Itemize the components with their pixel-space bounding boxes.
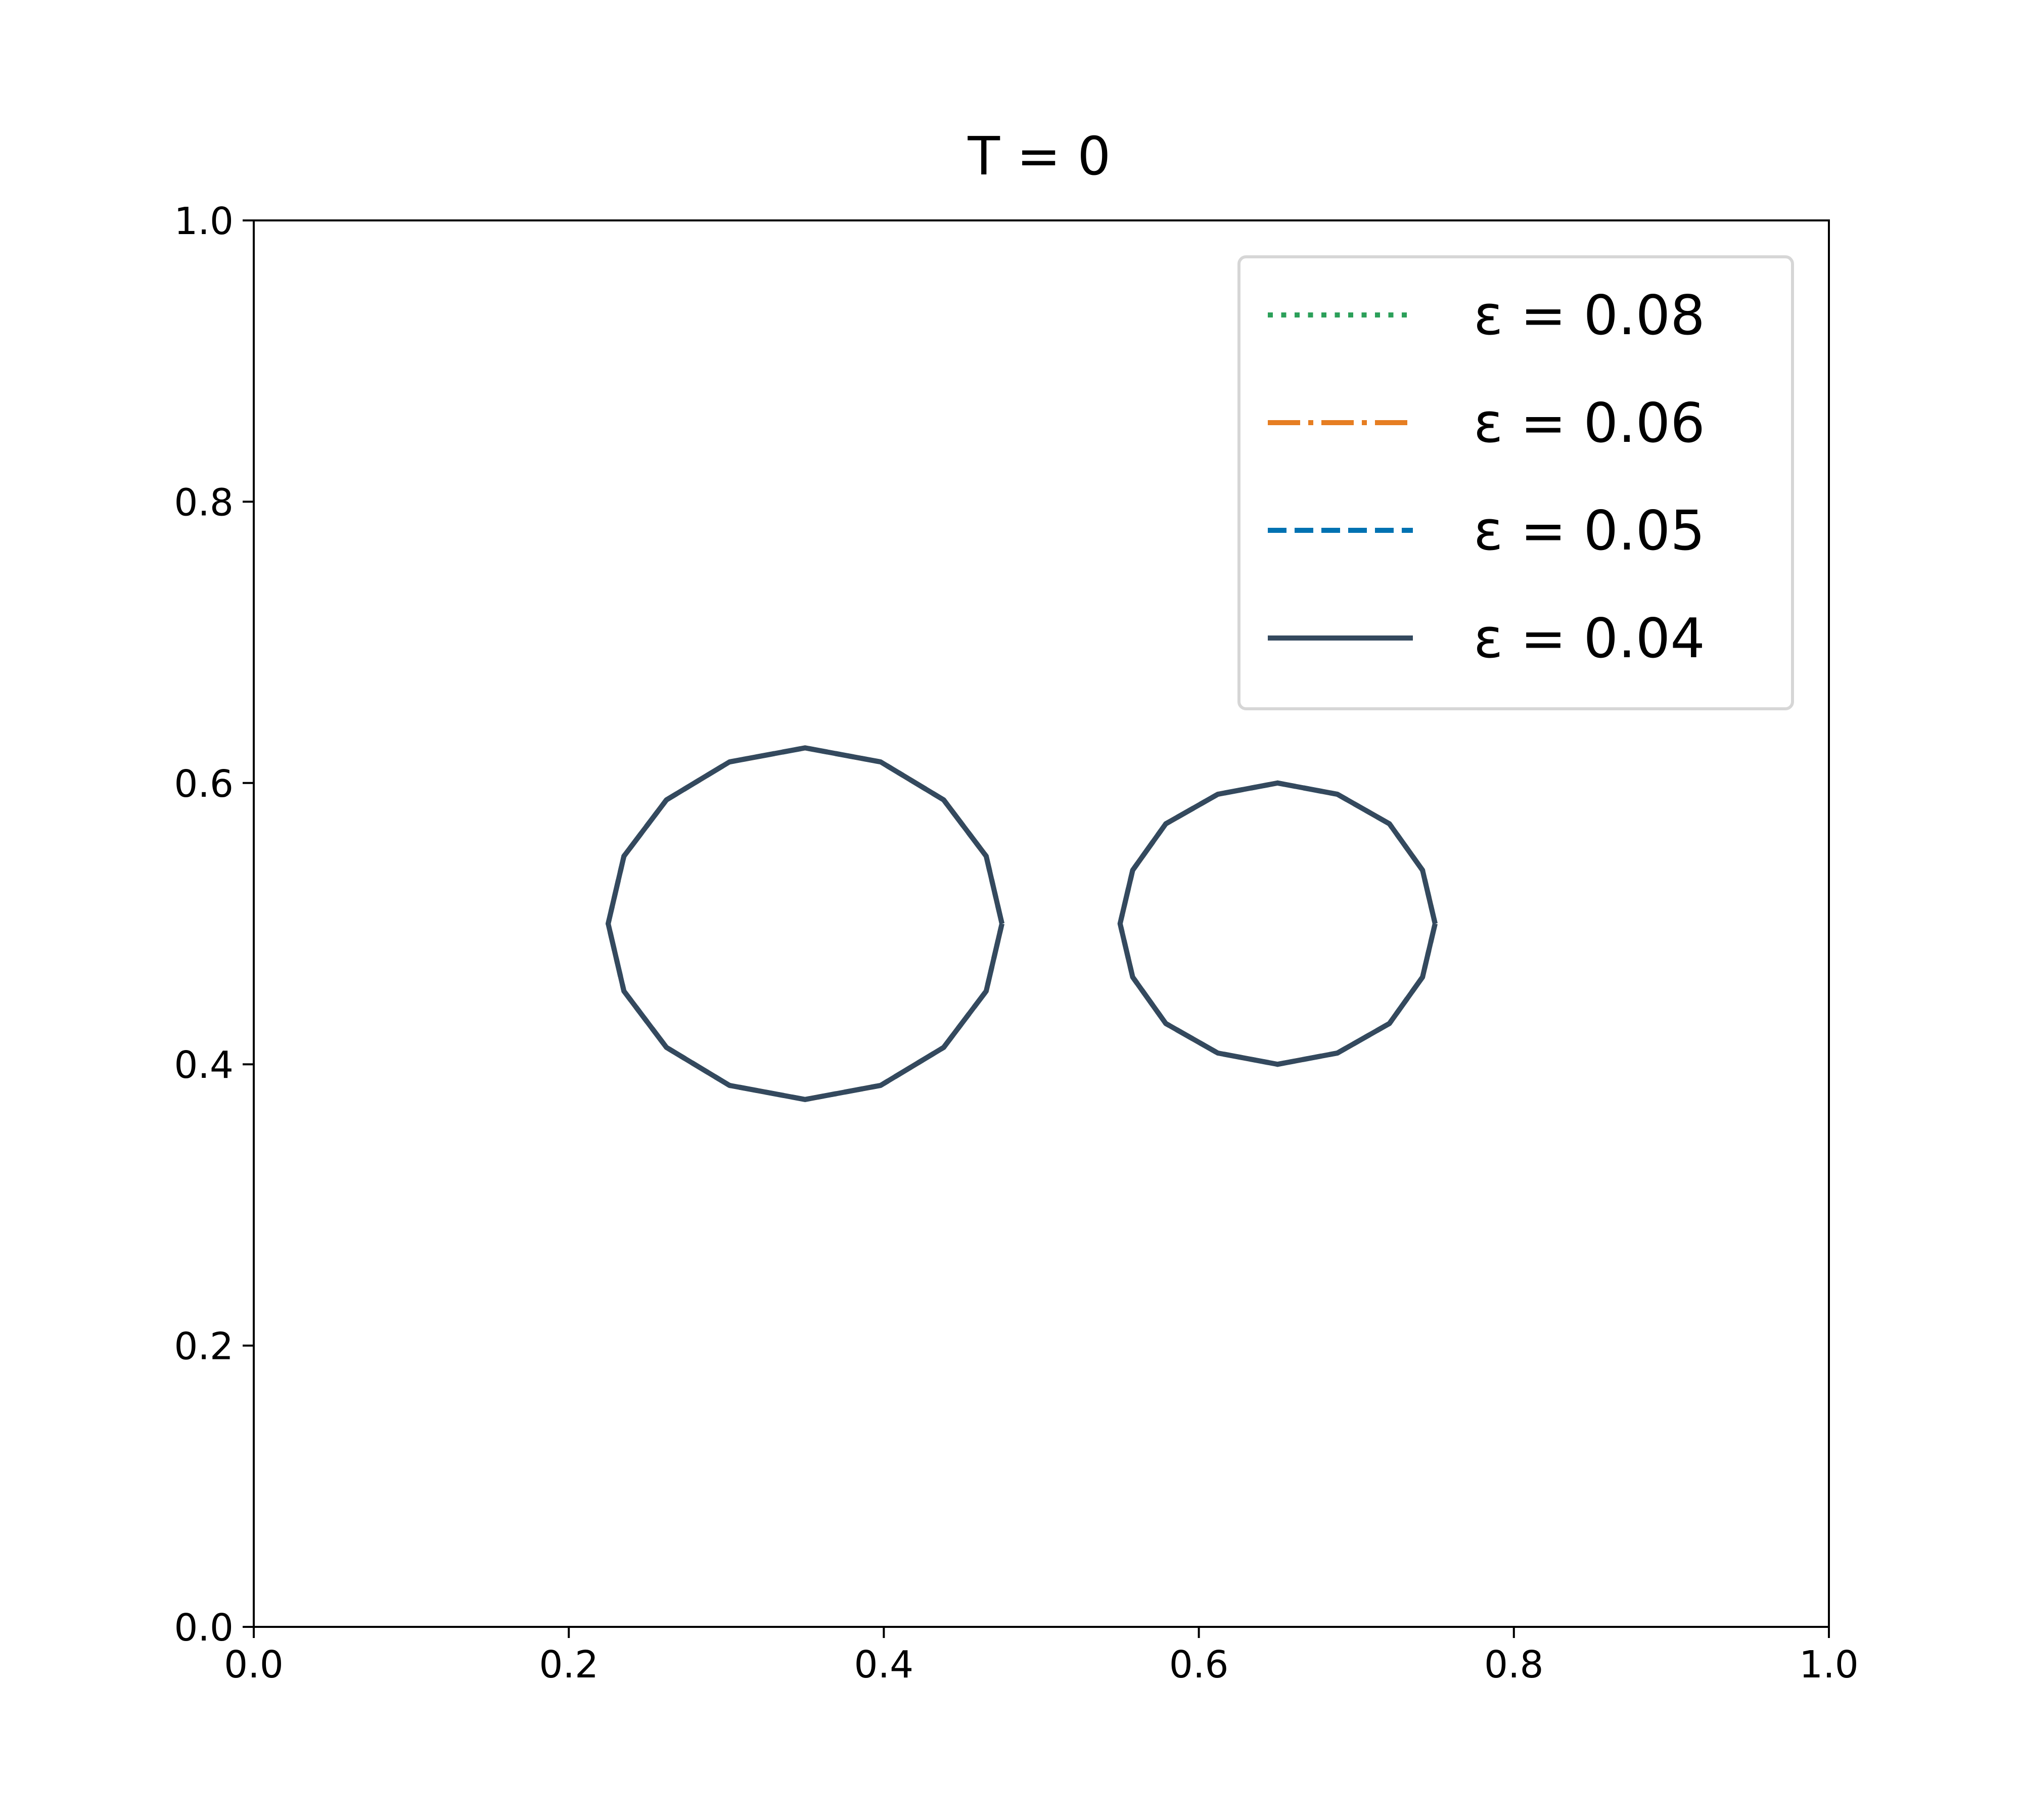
- series-line: [606, 745, 1438, 1102]
- chart-title: T = 0: [968, 125, 1111, 187]
- x-tick-label: 0.0: [224, 1643, 284, 1687]
- legend-label: ε = 0.04: [1474, 607, 1705, 670]
- y-tick-label: 0.0: [174, 1606, 234, 1650]
- y-tick-label: 0.2: [174, 1325, 234, 1369]
- x-tick-label: 0.4: [854, 1643, 914, 1687]
- legend-label: ε = 0.06: [1474, 392, 1705, 455]
- legend-box: [1237, 255, 1794, 710]
- x-tick-label: 0.6: [1169, 1643, 1229, 1687]
- x-tick-label: 0.8: [1484, 1643, 1544, 1687]
- y-tick-label: 1.0: [174, 200, 234, 243]
- legend-label: ε = 0.05: [1474, 499, 1705, 563]
- y-tick-label: 0.4: [174, 1043, 234, 1087]
- x-tick-label: 0.2: [539, 1643, 599, 1687]
- y-tick-label: 0.6: [174, 762, 234, 806]
- plot-frame: [253, 219, 1830, 1628]
- y-tick-label: 0.8: [174, 481, 234, 524]
- x-tick-label: 1.0: [1799, 1643, 1859, 1687]
- legend-label: ε = 0.08: [1474, 284, 1705, 347]
